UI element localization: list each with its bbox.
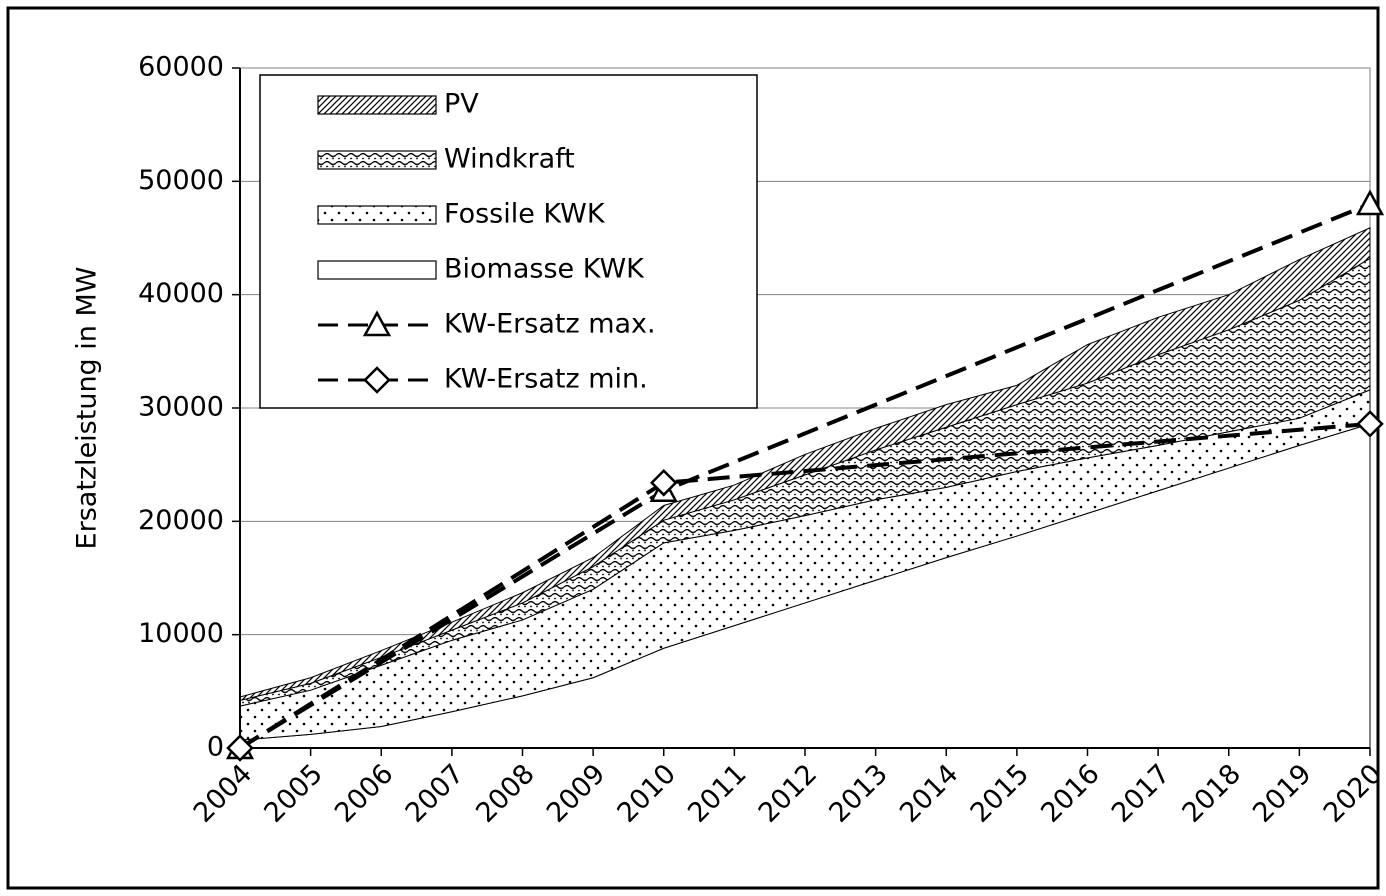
legend-label: KW-Ersatz max. xyxy=(444,309,656,340)
legend-marker xyxy=(362,310,392,337)
area xyxy=(239,227,1371,702)
legend-label: PV xyxy=(444,89,479,120)
y-tick-label: 60000 xyxy=(138,52,224,83)
legend-label: Biomasse KWK xyxy=(444,254,645,285)
legend-swatch xyxy=(317,205,437,225)
y-tick-label: 0 xyxy=(207,732,224,763)
legend-swatch xyxy=(317,150,437,170)
legend-swatch xyxy=(317,95,437,115)
legend xyxy=(259,74,758,409)
y-axis-label: Ersatzleistung in MW xyxy=(72,267,103,550)
line-marker xyxy=(649,469,678,497)
y-tick-label: 10000 xyxy=(138,618,224,649)
legend-label: KW-Ersatz min. xyxy=(444,364,648,395)
line-marker xyxy=(226,734,254,762)
y-tick-label: 20000 xyxy=(138,505,224,536)
legend-label: Windkraft xyxy=(444,144,575,175)
legend-label: Fossile KWK xyxy=(444,199,606,230)
y-tick-label: 50000 xyxy=(138,165,224,196)
line-marker xyxy=(1355,189,1385,216)
y-tick-label: 30000 xyxy=(138,392,224,423)
legend-swatch xyxy=(317,260,437,280)
line-marker xyxy=(1356,410,1384,438)
legend-marker xyxy=(363,366,391,394)
y-tick-label: 40000 xyxy=(138,278,224,309)
